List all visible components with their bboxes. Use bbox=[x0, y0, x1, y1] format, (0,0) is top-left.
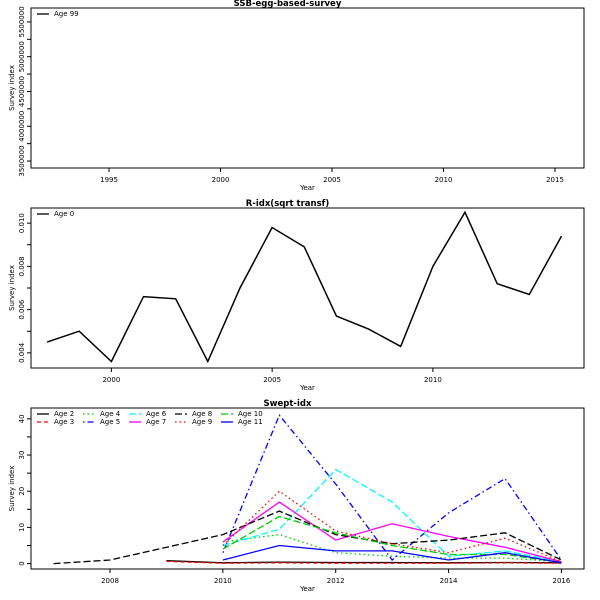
x-axis-label: Year bbox=[299, 384, 315, 392]
legend-label: Age 11 bbox=[238, 418, 263, 426]
legend-label: Age 4 bbox=[100, 410, 121, 418]
series-line-age-9 bbox=[222, 490, 562, 563]
series-line-age-3 bbox=[166, 560, 562, 564]
y-tick-label: 3500000 bbox=[18, 145, 26, 176]
legend: Age 99 bbox=[37, 10, 79, 18]
chart-title: Swept-idx bbox=[264, 399, 312, 409]
legend-label: Age 6 bbox=[146, 410, 167, 418]
y-tick-label: 40 bbox=[18, 414, 26, 423]
legend-label: Age 8 bbox=[192, 410, 212, 418]
x-tick-label: 2005 bbox=[323, 176, 341, 184]
series-line-age-8 bbox=[53, 510, 562, 565]
y-tick-label: 4000000 bbox=[18, 111, 26, 142]
y-tick-label: 0.004 bbox=[18, 342, 26, 363]
y-tick-label: 30 bbox=[18, 451, 26, 460]
x-tick-label: 2008 bbox=[101, 577, 119, 585]
y-tick-label: 0.008 bbox=[18, 256, 26, 276]
x-axis-label: Year bbox=[299, 184, 315, 192]
x-tick-label: 2010 bbox=[435, 176, 453, 184]
series-line-age-0 bbox=[46, 210, 563, 364]
y-axis-label: Survey index bbox=[8, 466, 16, 512]
legend-label: Age 0 bbox=[54, 210, 74, 218]
y-axis-label: Survey index bbox=[8, 265, 16, 311]
y-tick-label: 0.010 bbox=[18, 213, 26, 233]
legend-label: Age 99 bbox=[54, 10, 79, 18]
series-line-age-7 bbox=[222, 501, 562, 563]
series-line-age-11 bbox=[222, 544, 562, 564]
series-line-age-6 bbox=[222, 468, 562, 563]
chart-panel-3: Swept-idx 2008 2010 2012 2014 2016 0 10 20 30 40 Ye… bbox=[8, 399, 585, 593]
y-tick-label: 5500000 bbox=[18, 6, 26, 37]
legend-label: Age 9 bbox=[192, 418, 212, 426]
y-axis-label: Survey index bbox=[8, 65, 16, 111]
legend-label: Age 2 bbox=[54, 410, 74, 418]
legend-label: Age 10 bbox=[238, 410, 263, 418]
x-tick-label: 1995 bbox=[100, 176, 118, 184]
plot-frame bbox=[30, 207, 585, 369]
legend-label: Age 5 bbox=[100, 418, 120, 426]
x-tick-label: 2005 bbox=[263, 376, 281, 384]
y-tick-label: 0.006 bbox=[18, 299, 26, 320]
legend-label: Age 7 bbox=[146, 418, 166, 426]
chart-title: SSB-egg-based-survey bbox=[234, 0, 342, 9]
series-line-age-10 bbox=[222, 515, 562, 564]
x-tick-label: 2000 bbox=[212, 176, 230, 184]
x-tick-label: 2000 bbox=[102, 376, 120, 384]
plot-frame bbox=[30, 407, 585, 570]
plot-frame bbox=[30, 7, 585, 169]
y-tick-label: 20 bbox=[18, 487, 26, 496]
x-tick-label: 2010 bbox=[424, 376, 442, 384]
x-tick-label: 2015 bbox=[546, 176, 564, 184]
legend: Age 0 bbox=[37, 210, 74, 218]
y-tick-label: 4500000 bbox=[18, 76, 26, 107]
chart-title: R-idx(sqrt transf) bbox=[246, 199, 330, 209]
x-tick-label: 2014 bbox=[440, 577, 458, 585]
x-axis-label: Year bbox=[299, 585, 315, 593]
x-tick-label: 2012 bbox=[327, 577, 345, 585]
series-line-age-2 bbox=[166, 560, 562, 564]
y-tick-label: 10 bbox=[18, 523, 26, 532]
x-tick-label: 2010 bbox=[214, 577, 232, 585]
y-tick-label: 0 bbox=[18, 561, 26, 565]
chart-panel-1: SSB-egg-based-survey 1995 2000 2005 2010 2015… bbox=[8, 0, 585, 192]
y-tick-label: 5000000 bbox=[18, 41, 26, 72]
chart-panel-2: R-idx(sqrt transf) 2000 2005 2010 0.004 0.006… bbox=[8, 199, 585, 392]
legend-label: Age 3 bbox=[54, 418, 74, 426]
series-line-age-5 bbox=[222, 413, 562, 561]
x-tick-label: 2016 bbox=[553, 577, 571, 585]
